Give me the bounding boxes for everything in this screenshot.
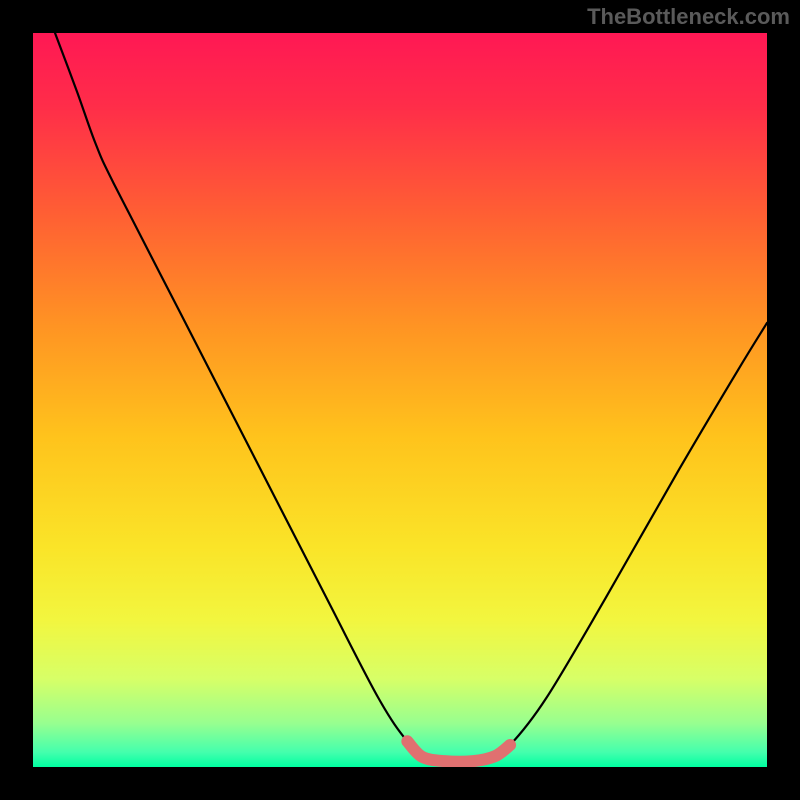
watermark-text: TheBottleneck.com — [587, 4, 790, 30]
plot-background — [0, 0, 800, 800]
gradient-fill — [33, 33, 767, 767]
chart-canvas: TheBottleneck.com — [0, 0, 800, 800]
chart-svg — [0, 0, 800, 800]
